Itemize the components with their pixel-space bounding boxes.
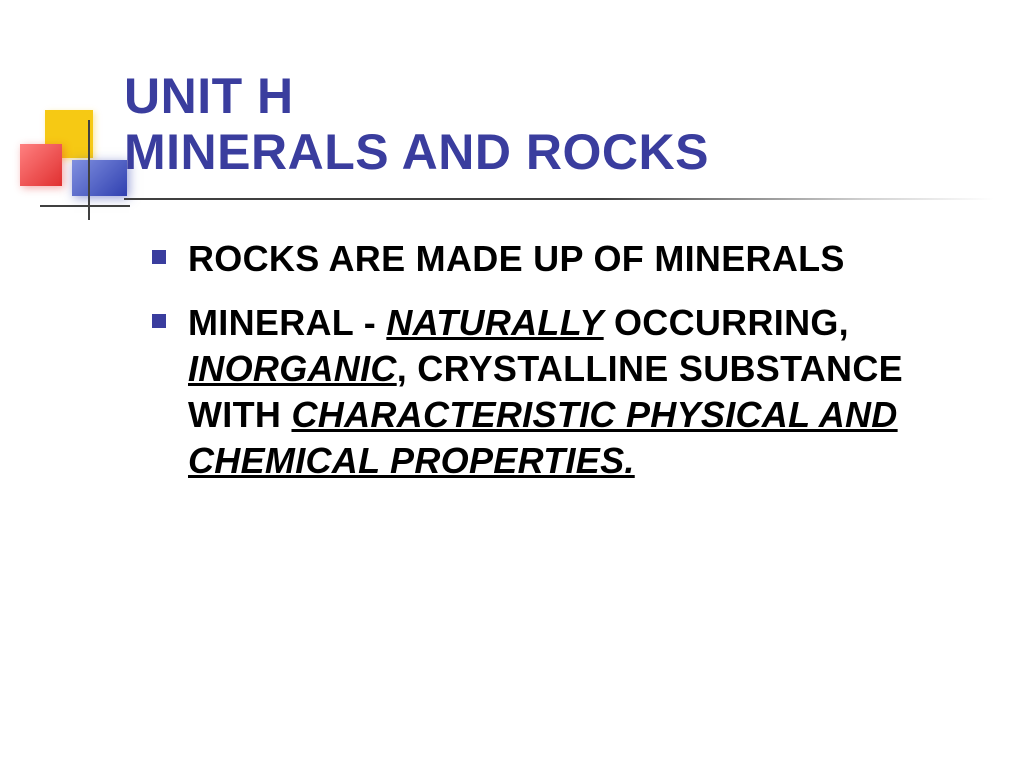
bullet-icon xyxy=(152,250,166,264)
accent-square-blue xyxy=(72,160,127,196)
text-segment: OCCURRING, xyxy=(604,302,849,343)
bullet-icon xyxy=(152,314,166,328)
text-segment: ROCKS ARE MADE UP OF MINERALS xyxy=(188,238,845,279)
accent-horizontal-line xyxy=(40,205,130,207)
corner-decoration xyxy=(20,110,130,220)
bullet-text-0: ROCKS ARE MADE UP OF MINERALS xyxy=(188,236,972,282)
slide-title: UNIT H MINERALS AND ROCKS xyxy=(124,68,994,180)
text-segment: MINERAL - xyxy=(188,302,386,343)
accent-square-red xyxy=(20,144,62,186)
title-line-1: UNIT H xyxy=(124,68,294,124)
text-segment: NATURALLY xyxy=(386,302,603,343)
title-line-2: MINERALS AND ROCKS xyxy=(124,124,709,180)
bullet-text-1: MINERAL - NATURALLY OCCURRING, INORGANIC… xyxy=(188,300,972,484)
list-item: ROCKS ARE MADE UP OF MINERALS xyxy=(152,236,972,282)
list-item: MINERAL - NATURALLY OCCURRING, INORGANIC… xyxy=(152,300,972,484)
text-segment: INORGANIC xyxy=(188,348,397,389)
slide-body: ROCKS ARE MADE UP OF MINERALS MINERAL - … xyxy=(152,236,972,502)
title-underline xyxy=(124,198,994,200)
text-segment: CHARACTERISTIC PHYSICAL AND CHEMICAL PRO… xyxy=(188,394,898,481)
